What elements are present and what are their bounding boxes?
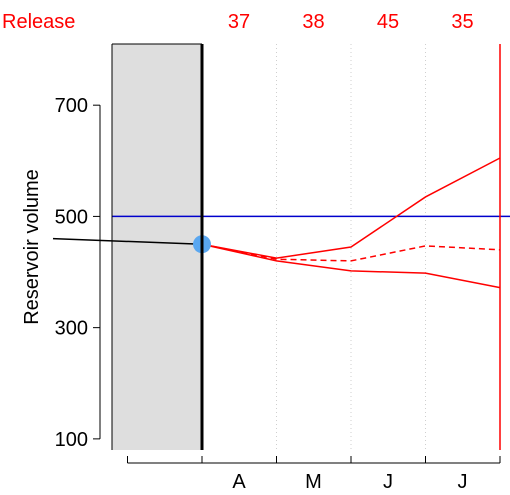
past-shaded-region [112, 44, 202, 450]
release-value: 45 [377, 11, 399, 33]
forecast-line [201, 243, 501, 262]
release-value: 37 [228, 11, 250, 33]
x-month-label: J [458, 471, 468, 493]
y-tick-label: 100 [55, 429, 88, 451]
x-month-label: J [383, 471, 393, 493]
y-tick-label: 300 [55, 318, 88, 340]
forecast-line [201, 243, 501, 289]
y-tick-label: 500 [55, 206, 88, 228]
x-month-label: A [232, 471, 246, 493]
release-label: Release [2, 11, 75, 33]
release-value: 38 [302, 11, 324, 33]
y-axis-title: Reservoir volume [21, 169, 43, 325]
history-line [52, 237, 203, 245]
x-month-label: M [305, 471, 322, 493]
release-value: 35 [451, 11, 473, 33]
y-tick-label: 700 [55, 95, 88, 117]
